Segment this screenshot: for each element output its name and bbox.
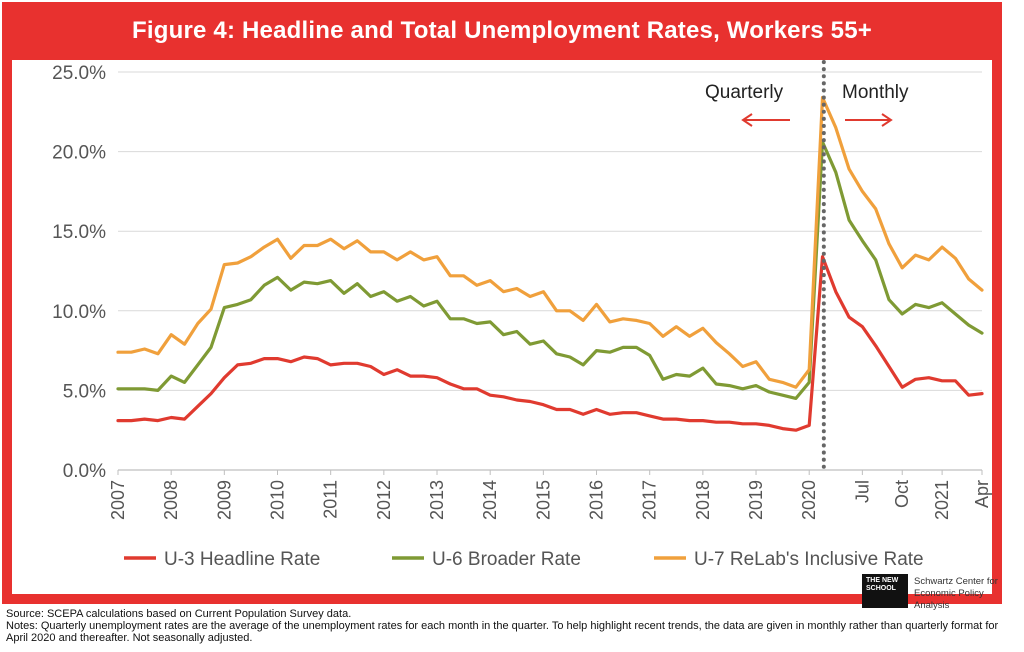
grid (118, 71, 982, 471)
x-tick-label: 2007 (108, 480, 128, 520)
figure-title: Figure 4: Headline and Total Unemploymen… (132, 17, 872, 44)
logo-line-1: Schwartz Center for (914, 576, 998, 587)
x-tick-label: 2017 (640, 480, 660, 520)
x-tick-label: 2019 (746, 480, 766, 520)
x-tick-label: Oct (892, 480, 912, 508)
x-tick-label: Jul (852, 480, 872, 503)
x-tick-label: 2015 (533, 480, 553, 520)
x-tick-label: 2011 (321, 480, 341, 519)
figure-frame: Figure 4: Headline and Total Unemploymen… (2, 2, 1002, 611)
x-tick-label: 2010 (268, 480, 288, 520)
series-group (116, 95, 984, 432)
x-tick-label: 2014 (480, 480, 500, 520)
logo-line-2: Economic Policy Analysis (914, 588, 984, 611)
legend-label-u7: U-7 ReLab's Inclusive Rate (694, 549, 924, 570)
legend: U-3 Headline Rate U-6 Broader Rate U-7 ReL… (124, 549, 924, 570)
x-tick-label: 2013 (427, 480, 447, 520)
y-tick-label: 0.0% (63, 461, 106, 482)
monthly-annotation: Monthly (842, 82, 909, 103)
x-tick-label: 2012 (374, 480, 394, 520)
x-tick-label: 2018 (693, 480, 713, 520)
legend-label-u6: U-6 Broader Rate (432, 549, 581, 570)
x-tick-label: 2016 (587, 480, 607, 520)
y-axis: 0.0% 5.0% 10.0% 15.0% 20.0% 25.0% (52, 63, 106, 482)
x-axis: 2007 2008 2009 2010 2011 2012 2013 2014 2015 2016… (108, 469, 992, 520)
line-chart: 0.0%5.0%10.0%15.0%20.0%25.0% 2007 2008 200… (52, 60, 992, 570)
y-tick-label: 10.0% (52, 302, 106, 323)
right-arrow-icon (845, 113, 893, 127)
x-tick-label: 2008 (161, 480, 181, 520)
x-tick-label: 2009 (214, 480, 234, 520)
y-tick-label: 20.0% (52, 143, 106, 164)
legend-label-u3: U-3 Headline Rate (164, 549, 320, 570)
series-line-u7 (116, 95, 984, 389)
x-tick-label: 2020 (799, 480, 819, 520)
annotations: Quarterly Monthly (705, 82, 909, 127)
series-line-u3 (116, 255, 984, 432)
x-tick-label: 2021 (932, 480, 952, 520)
notes-text: Notes: Quarterly unemployment rates are … (6, 620, 999, 644)
chart-panel: 0.0% 5.0% 10.0% 15.0% 20.0% 25.0% 2007 2008 200… (12, 60, 998, 611)
source-note: Source: SCEPA calculations based on Curr… (6, 608, 352, 620)
x-tick-label: Apr (972, 480, 992, 508)
quarterly-annotation: Quarterly (705, 82, 784, 103)
y-tick-label: 5.0% (63, 381, 106, 402)
series-line-u6 (116, 140, 984, 400)
left-arrow-icon (741, 113, 790, 127)
footnotes: Source: SCEPA calculations based on Curr… (6, 608, 1016, 644)
scepa-logo-text: Schwartz Center for Economic Policy Anal… (914, 576, 1014, 612)
y-tick-label: 15.0% (52, 222, 106, 243)
y-tick-label: 25.0% (52, 63, 106, 84)
new-school-logo: THE NEW SCHOOL (862, 574, 908, 608)
